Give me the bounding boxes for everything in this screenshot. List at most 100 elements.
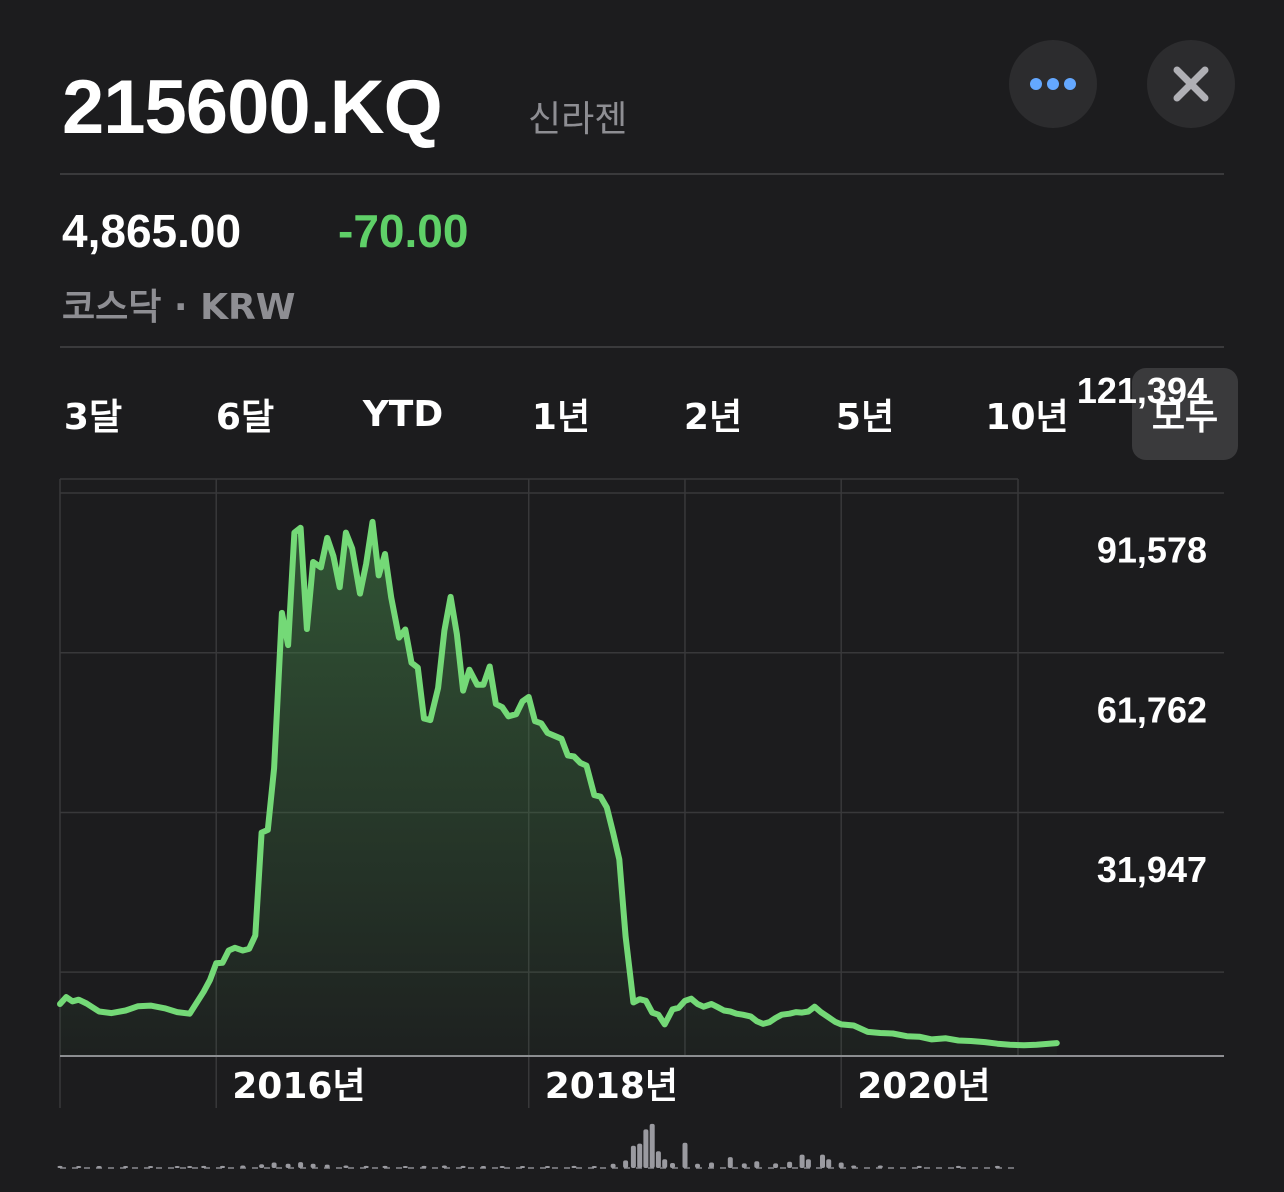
volume-bar (591, 1166, 597, 1168)
volume-bar (460, 1165, 466, 1168)
company-name: 신라젠 (528, 99, 628, 140)
volume-bar (421, 1165, 427, 1168)
volume-bar (838, 1162, 844, 1168)
volume-bar (382, 1165, 388, 1168)
volume-baseline-dot (876, 1167, 882, 1169)
volume-baseline-dot (912, 1167, 918, 1169)
volume-baseline-dot (948, 1167, 954, 1169)
volume-baseline-dot (468, 1167, 474, 1169)
volume-baseline-dot (192, 1167, 198, 1169)
x-tick-label: 2020년 (857, 1066, 990, 1107)
volume-bar (682, 1142, 688, 1168)
volume-bar (174, 1166, 180, 1168)
volume-baseline-dot (660, 1167, 666, 1169)
volume-bar (630, 1145, 636, 1168)
volume-baseline-dot (756, 1167, 762, 1169)
volume-bar (545, 1166, 550, 1168)
volume-baseline-dot (456, 1167, 462, 1169)
quote-divider (60, 346, 1224, 348)
volume-bar (695, 1163, 700, 1168)
volume-baseline-dot (300, 1167, 306, 1169)
volume-bar (805, 1159, 811, 1168)
volume-baseline-dot (780, 1167, 786, 1169)
volume-baseline-dot (420, 1167, 426, 1169)
volume-baseline-dot (720, 1167, 726, 1169)
volume-bar (480, 1166, 486, 1168)
volume-baseline-dot (288, 1167, 294, 1169)
volume-bar (363, 1165, 369, 1168)
tab-3-months[interactable]: 3달 (63, 397, 123, 438)
volume-bar (655, 1151, 661, 1168)
volume-baseline-dot (144, 1167, 150, 1169)
volume-bar (310, 1163, 316, 1168)
volume-bar (76, 1166, 82, 1168)
volume-baseline-dot (204, 1167, 210, 1169)
exchange-currency: 코스닥 · KRW (62, 287, 296, 328)
volume-bar (259, 1164, 265, 1168)
volume-bar (637, 1143, 643, 1168)
volume-baseline-dot (900, 1167, 906, 1169)
volume-baseline-dot (264, 1167, 270, 1169)
volume-bar (240, 1165, 246, 1168)
volume-bar (610, 1163, 616, 1168)
tab-6-months[interactable]: 6달 (215, 397, 275, 438)
volume-baseline-dot (372, 1167, 378, 1169)
volume-baseline-dot (120, 1167, 126, 1169)
volume-baseline-dot (612, 1167, 618, 1169)
volume-bar (709, 1162, 714, 1168)
tab-all[interactable]: 모두 (1132, 368, 1238, 460)
y-tick-label: 61,762 (1097, 689, 1207, 730)
volume-baseline-dot (396, 1167, 402, 1169)
volume-baseline-dot (960, 1167, 966, 1169)
volume-baseline-dot (492, 1167, 498, 1169)
y-tick-label: 121,394 (1077, 370, 1207, 411)
x-tick-label: 2018년 (545, 1066, 678, 1107)
volume-bar (96, 1166, 102, 1168)
volume-baseline-dot (72, 1167, 78, 1169)
volume-baseline-dot (792, 1167, 798, 1169)
tab-ytd[interactable]: YTD (362, 393, 444, 435)
volume-baseline-dot (840, 1167, 846, 1169)
more-options-button[interactable] (1009, 40, 1097, 128)
volume-bar (727, 1157, 733, 1168)
volume-baseline-dot (936, 1167, 942, 1169)
close-button[interactable] (1147, 40, 1235, 128)
volume-baseline-dot (984, 1167, 990, 1169)
close-icon (1173, 66, 1209, 102)
volume-baseline-dot (336, 1167, 342, 1169)
volume-bar (799, 1154, 805, 1168)
tab-5-years[interactable]: 5년 (835, 397, 895, 438)
volume-baseline-dot (1008, 1167, 1014, 1169)
volume-bar (916, 1165, 922, 1168)
volume-baseline-dot (696, 1167, 702, 1169)
volume-baseline-dot (384, 1167, 390, 1169)
volume-baseline-dot (636, 1167, 642, 1169)
volume-baseline-dot (804, 1167, 810, 1169)
volume-bar (324, 1164, 330, 1168)
volume-bar (994, 1165, 1000, 1168)
y-tick-label: 31,947 (1097, 849, 1207, 890)
ticker-symbol: 215600.KQ (62, 65, 443, 150)
volume-baseline-dot (60, 1167, 66, 1169)
volume-baseline-dot (180, 1167, 186, 1169)
volume-bar (649, 1123, 655, 1168)
volume-baseline-dot (360, 1167, 366, 1169)
volume-baseline-dot (624, 1167, 630, 1169)
volume-baseline-dot (408, 1167, 414, 1169)
volume-bar (741, 1163, 747, 1168)
volume-baseline-dot (432, 1167, 438, 1169)
volume-baseline-dot (312, 1167, 318, 1169)
volume-bar (271, 1162, 277, 1168)
volume-baseline-dot (684, 1167, 690, 1169)
ellipsis-icon (1030, 78, 1076, 90)
y-tick-label: 91,578 (1097, 530, 1207, 571)
volume-baseline-dot (732, 1167, 738, 1169)
volume-bar (441, 1165, 447, 1168)
volume-baseline-dot (84, 1167, 90, 1169)
tab-10-years[interactable]: 10년 (985, 397, 1069, 438)
tab-1-year[interactable]: 1년 (531, 397, 591, 438)
volume-bar (123, 1166, 129, 1168)
tab-2-years[interactable]: 2년 (683, 397, 743, 438)
volume-bar (662, 1159, 668, 1168)
